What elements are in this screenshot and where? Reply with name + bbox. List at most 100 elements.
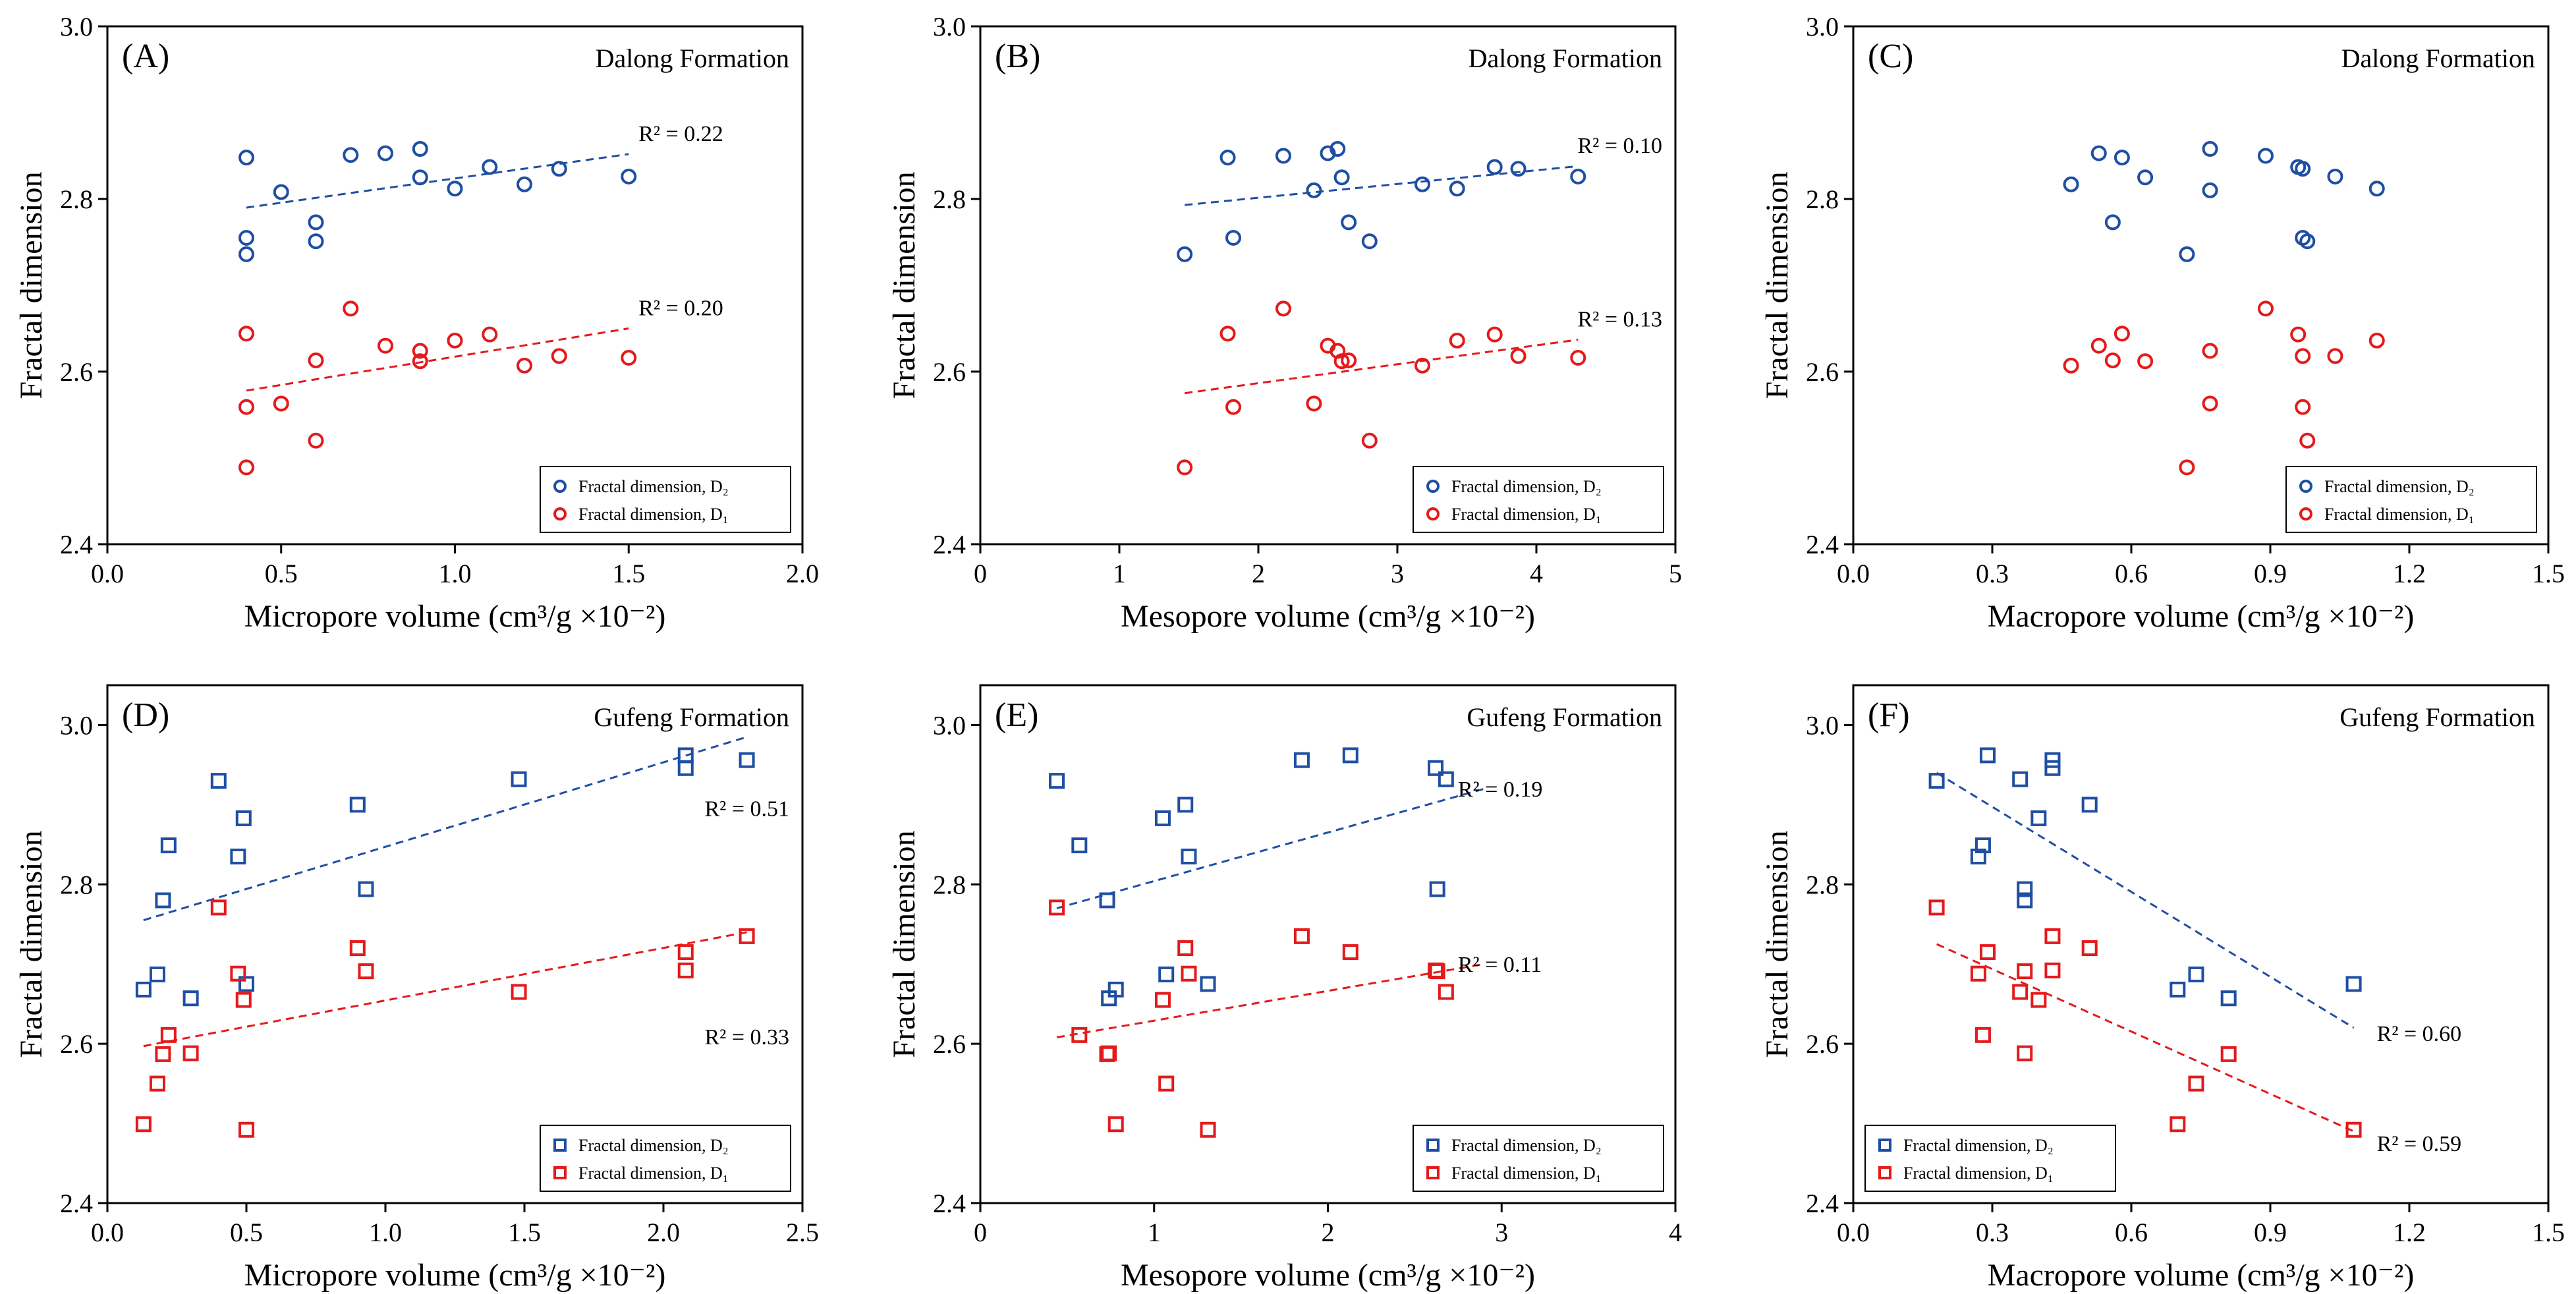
x-axis-label: Micropore volume (cm³/g ×10⁻²) (244, 599, 666, 634)
data-point (230, 965, 246, 982)
y-tick-label: 2.4 (1806, 1189, 1839, 1218)
legend: Fractal dimension, D₂ Fractal dimension, … (1413, 466, 1664, 533)
legend-marker (1878, 1139, 1891, 1152)
formation-title: Gufeng Formation (1467, 702, 1662, 732)
data-point (149, 966, 165, 982)
x-tick-label: 0.0 (91, 1218, 124, 1247)
data-point (1342, 747, 1358, 764)
x-tick-label: 1.0 (369, 1218, 402, 1247)
series-d1: R² = 0.20 (238, 296, 723, 476)
data-point (1486, 326, 1503, 343)
legend-entry: Fractal dimension, D₂ (1451, 1136, 1602, 1155)
legend-entry: Fractal dimension, D₂ (578, 477, 729, 496)
data-point (1200, 976, 1216, 992)
data-point (2368, 181, 2385, 197)
legend-marker (1426, 507, 1440, 520)
r-squared-label: R² = 0.22 (638, 122, 723, 146)
data-point (2012, 984, 2029, 1000)
data-point (2299, 233, 2316, 250)
data-point (349, 940, 366, 957)
data-point (2327, 348, 2343, 364)
data-point (1449, 332, 1465, 349)
data-point (235, 992, 252, 1008)
data-point (511, 984, 527, 1000)
data-point (1974, 1027, 1991, 1043)
data-point (378, 337, 393, 354)
data-point (1341, 352, 1357, 368)
data-point (135, 981, 152, 998)
x-tick-label: 3 (1391, 559, 1404, 588)
data-point (308, 233, 324, 250)
x-tick-label: 0.9 (2254, 1218, 2287, 1247)
data-point (2220, 990, 2237, 1007)
data-point (235, 810, 252, 826)
plot-frame (979, 25, 1677, 546)
data-point (2017, 881, 2033, 897)
x-tick-label: 2 (1252, 559, 1265, 588)
x-tick-label: 0 (974, 559, 987, 588)
data-point (2044, 752, 2061, 768)
x-tick-label: 1.5 (2532, 1218, 2565, 1247)
data-point (1979, 944, 1996, 961)
y-tick-label: 3.0 (933, 710, 966, 740)
data-point (2090, 145, 2107, 161)
formation-title: Dalong Formation (1469, 43, 1662, 73)
data-point (2202, 141, 2218, 157)
y-tick-label: 2.4 (60, 1189, 93, 1218)
data-point (238, 246, 254, 262)
data-point (1438, 984, 1454, 1000)
data-point (2345, 1121, 2362, 1138)
data-point (412, 169, 428, 186)
data-point (482, 159, 498, 175)
legend-box (2285, 466, 2537, 533)
data-point (1158, 1075, 1175, 1092)
x-tick-label: 5 (1669, 559, 1682, 588)
data-point (2368, 332, 2385, 349)
legend: Fractal dimension, D₂ Fractal dimension, … (2285, 466, 2537, 533)
series-d1: R² = 0.11 (1049, 899, 1542, 1138)
data-point (238, 229, 254, 246)
x-tick-label: 0.3 (1976, 559, 2009, 588)
x-tick-label: 1.2 (2393, 559, 2426, 588)
data-point (1414, 357, 1430, 374)
data-point (1970, 965, 1986, 982)
legend-marker (1426, 480, 1440, 493)
panel-label: (E) (995, 696, 1038, 734)
legend-box (540, 466, 791, 533)
legend-marker (553, 1166, 567, 1179)
x-tick-label: 4 (1530, 559, 1543, 588)
y-tick-label: 2.8 (1806, 870, 1839, 899)
data-point (2044, 928, 2061, 944)
data-point (1510, 161, 1526, 177)
data-point (210, 773, 227, 789)
x-tick-label: 0.5 (265, 559, 298, 588)
series-d1 (2063, 300, 2385, 476)
y-tick-label: 2.4 (933, 530, 966, 559)
legend-entry: Fractal dimension, D₂ (2324, 477, 2475, 496)
r-squared-label: R² = 0.11 (1458, 953, 1542, 977)
data-point (2030, 992, 2047, 1008)
x-tick-label: 1 (1148, 1218, 1161, 1247)
data-point (1974, 837, 1991, 854)
data-point (1306, 395, 1322, 412)
data-point (273, 395, 289, 412)
data-point (1306, 182, 1322, 198)
data-point (677, 944, 694, 961)
data-point (160, 1027, 177, 1043)
data-point (1341, 214, 1357, 231)
x-axis-label: Macropore volume (cm³/g ×10⁻²) (1988, 599, 2415, 634)
legend-entry: Fractal dimension, D₁ (1451, 505, 1602, 524)
legend-entry: Fractal dimension, D₁ (1451, 1164, 1602, 1183)
legend-entry: Fractal dimension, D₂ (1903, 1136, 2054, 1155)
data-point (273, 184, 289, 200)
panel-c: 0.0 0.3 0.6 0.9 1.2 1.5 2.4 2.6 2.8 3.0 Macropore … (1760, 12, 2565, 634)
trend-line (246, 327, 629, 392)
trend-line (1936, 772, 2355, 1029)
data-point (2179, 246, 2195, 262)
x-tick-label: 0.3 (1976, 1218, 2009, 1247)
trend-line (1936, 943, 2355, 1133)
y-tick-label: 2.6 (60, 357, 93, 387)
r-squared-label: R² = 0.33 (704, 1025, 789, 1050)
legend-marker (553, 1139, 567, 1152)
data-point (447, 332, 463, 349)
